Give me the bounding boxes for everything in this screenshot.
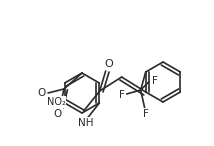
Text: F: F: [119, 90, 125, 100]
Text: F: F: [143, 109, 149, 119]
Text: NH: NH: [78, 118, 94, 128]
Text: NO₂: NO₂: [47, 97, 65, 107]
Text: O: O: [38, 88, 46, 98]
Text: F: F: [152, 76, 158, 86]
Text: O: O: [54, 109, 62, 119]
Text: O: O: [104, 59, 113, 69]
